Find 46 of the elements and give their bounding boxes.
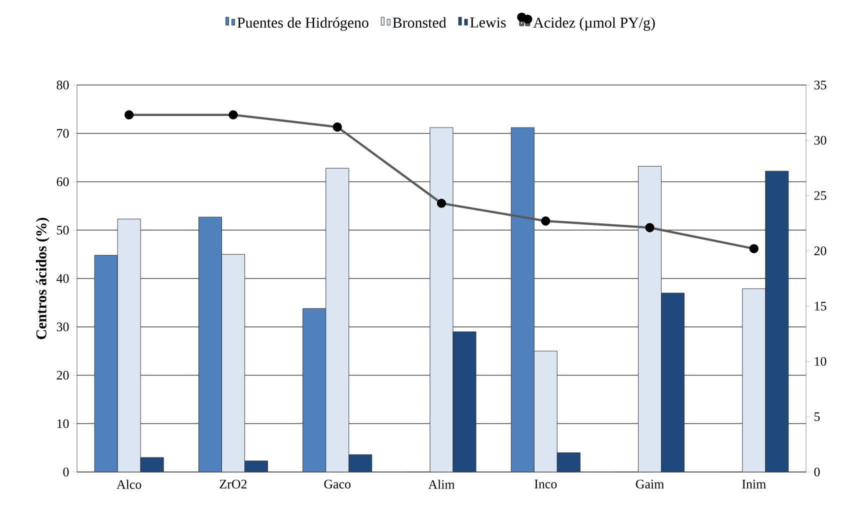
x-tick-label: Inco — [534, 480, 557, 488]
y2-tick-label: 10 — [814, 357, 826, 366]
y-tick-label: 20 — [56, 370, 69, 380]
y-tick-label: 60 — [56, 177, 69, 186]
y2-tick-label: 35 — [814, 80, 826, 90]
bar — [222, 254, 245, 472]
y2-tick-label: 20 — [814, 246, 826, 256]
x-tick-label: Inim — [742, 480, 766, 488]
legend-label: Puentes de Hidrógeno — [237, 17, 368, 31]
y-tick-label: 0 — [63, 468, 69, 476]
x-tick-label: ZrO2 — [220, 480, 247, 488]
bar — [453, 332, 476, 472]
x-tick-label: Alco — [116, 480, 142, 489]
y-tick-label: 10 — [57, 419, 69, 428]
legend-label: Bronsted — [392, 17, 446, 28]
y2-tick-label: 25 — [814, 191, 826, 200]
bar — [94, 255, 118, 472]
x-tick-label: Gaim — [636, 480, 664, 488]
y2-tick-label: 5 — [814, 412, 820, 422]
y2-tick-label: 30 — [814, 136, 826, 145]
bar — [511, 128, 534, 472]
bar — [302, 308, 326, 472]
y-tick-label: 70 — [57, 129, 69, 138]
bar — [348, 454, 372, 472]
y-tick-label: 80 — [56, 80, 69, 90]
x-tick-label: Alim — [428, 480, 455, 489]
y-tick-label: 30 — [56, 322, 69, 332]
bar — [198, 217, 222, 472]
legend-label: Acidez (µmol PY/g) — [533, 17, 655, 31]
x-tick-label: Gaco — [324, 480, 351, 488]
bar — [661, 293, 684, 472]
y-tick-label: 40 — [56, 274, 69, 283]
bar — [765, 170, 789, 472]
bar — [557, 452, 580, 472]
y2-tick-label: 15 — [814, 302, 826, 310]
bar — [118, 219, 141, 472]
y2-tick-label: 0 — [814, 468, 820, 476]
y-tick-label: 50 — [57, 226, 69, 234]
legend-label: Lewis — [470, 17, 506, 28]
y-axis-title: Centros ácidos (%) — [36, 218, 50, 340]
bar — [534, 351, 558, 472]
bar — [430, 128, 454, 472]
bar — [244, 460, 268, 472]
bar — [742, 288, 766, 472]
bar — [326, 168, 349, 472]
bar — [638, 166, 662, 472]
